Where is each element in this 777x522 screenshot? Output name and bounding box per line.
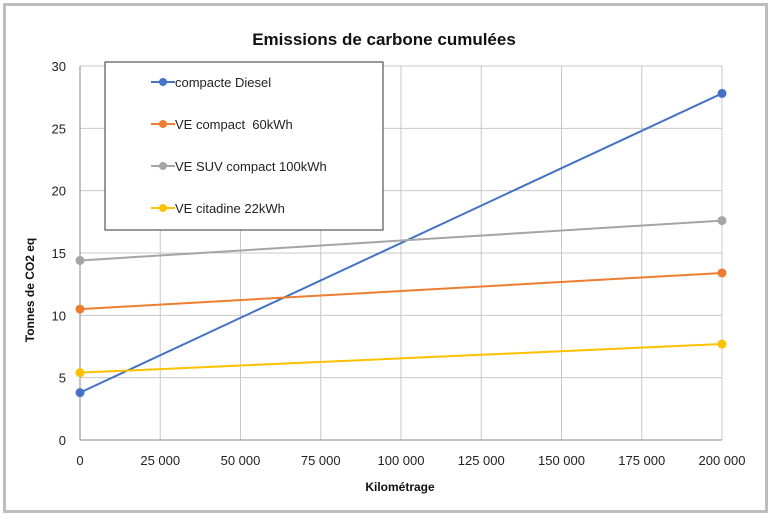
- y-tick-labels: 0 5 10 15 20 25 30: [52, 59, 66, 448]
- legend-item: compacte Diesel: [151, 75, 271, 90]
- series: [75, 268, 727, 314]
- legend-swatch-marker: [159, 162, 167, 170]
- series: [75, 216, 727, 265]
- x-tick-label: 100 000: [378, 453, 425, 468]
- x-tick-label: 50 000: [221, 453, 261, 468]
- y-tick-label: 10: [52, 308, 66, 323]
- data-point: [75, 388, 85, 398]
- y-tick-label: 20: [52, 184, 66, 199]
- x-tick-label: 200 000: [699, 453, 746, 468]
- legend-label: VE SUV compact 100kWh: [175, 159, 327, 174]
- legend-label: VE compact 60kWh: [175, 117, 293, 132]
- data-point: [75, 304, 85, 314]
- x-tick-label: 175 000: [618, 453, 665, 468]
- legend-swatch-marker: [159, 204, 167, 212]
- legend-label: VE citadine 22kWh: [175, 201, 285, 216]
- legend-swatch-marker: [159, 78, 167, 86]
- legend-label: compacte Diesel: [175, 75, 271, 90]
- x-tick-label: 150 000: [538, 453, 585, 468]
- y-tick-label: 5: [59, 371, 66, 386]
- legend: compacte Diesel VE compact 60kWh VE SUV co…: [104, 61, 384, 231]
- legend-item: VE citadine 22kWh: [151, 201, 285, 216]
- data-point: [717, 88, 727, 98]
- series: [75, 88, 727, 398]
- data-point: [717, 268, 727, 278]
- series-line: [79, 219, 723, 262]
- x-tick-labels: 0 25 000 50 000 75 000 100 000 125 000 150 000…: [76, 453, 745, 468]
- y-tick-label: 30: [52, 59, 66, 74]
- data-point: [717, 339, 727, 349]
- series-line: [79, 92, 723, 394]
- legend-swatch-marker: [159, 120, 167, 128]
- y-axis-label: Tonnes de CO2 eq: [23, 238, 37, 342]
- series-line: [79, 343, 723, 374]
- y-tick-label: 25: [52, 121, 66, 136]
- series-layer: [75, 88, 727, 398]
- series: [75, 339, 727, 378]
- x-tick-label: 75 000: [301, 453, 341, 468]
- legend-box: [104, 61, 384, 231]
- chart-title: Emissions de carbone cumulées: [252, 30, 516, 49]
- legend-item: VE compact 60kWh: [151, 117, 293, 132]
- x-tick-label: 25 000: [140, 453, 180, 468]
- data-point: [717, 216, 727, 226]
- axes: [79, 66, 722, 441]
- x-tick-label: 125 000: [458, 453, 505, 468]
- data-point: [75, 255, 85, 265]
- legend-item: VE SUV compact 100kWh: [151, 159, 327, 174]
- y-tick-label: 0: [59, 433, 66, 448]
- y-tick-label: 15: [52, 246, 66, 261]
- series-line: [79, 271, 723, 311]
- data-point: [75, 368, 85, 378]
- x-tick-label: 0: [76, 453, 83, 468]
- x-axis-label: Kilométrage: [365, 480, 435, 494]
- legend-items: compacte Diesel VE compact 60kWh VE SUV co…: [151, 75, 327, 216]
